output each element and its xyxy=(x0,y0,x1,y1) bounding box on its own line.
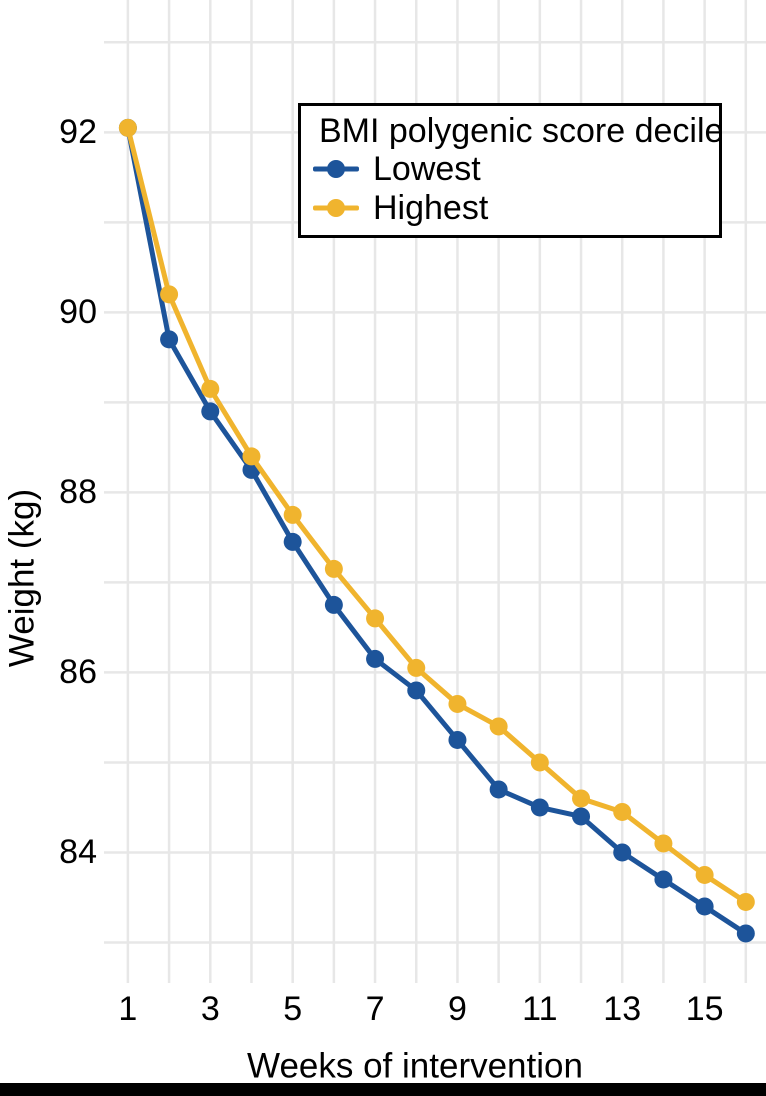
series-line-lowest xyxy=(125,125,749,936)
x-tick-label: 3 xyxy=(200,990,220,1028)
series-point-lowest xyxy=(489,780,508,799)
legend-title: BMI polygenic score decile xyxy=(319,112,724,150)
series-point-highest xyxy=(201,379,220,398)
x-tick-label: 1 xyxy=(118,990,138,1028)
series-point-highest xyxy=(242,447,261,466)
series-point-lowest xyxy=(160,330,179,349)
legend-dot-swatch-lowest xyxy=(327,159,345,178)
series-point-highest xyxy=(654,834,673,853)
x-tick-label: 5 xyxy=(283,990,303,1028)
series-point-highest xyxy=(324,559,343,578)
series-point-lowest xyxy=(613,843,632,862)
series-point-lowest xyxy=(324,595,343,614)
series-point-highest xyxy=(530,753,549,772)
y-tick-label: 92 xyxy=(59,113,97,152)
series-point-highest xyxy=(283,505,302,524)
legend-item-highest: Highest xyxy=(313,188,709,227)
legend-dot-swatch-highest xyxy=(327,198,345,217)
x-tick-label: 15 xyxy=(685,990,724,1028)
series-point-highest xyxy=(489,717,508,736)
series-line-highest xyxy=(125,125,749,905)
series-point-highest xyxy=(736,892,755,911)
legend-box: BMI polygenic score decile Lowest Highes… xyxy=(298,103,724,238)
series-point-lowest xyxy=(283,532,302,551)
legend-label-highest: Highest xyxy=(373,188,489,227)
series-point-lowest xyxy=(530,798,549,817)
legend-item-lowest: Lowest xyxy=(313,149,709,188)
y-tick-label: 88 xyxy=(59,473,97,512)
legend-label-lowest: Lowest xyxy=(373,149,481,188)
series-point-highest xyxy=(160,285,179,304)
series-point-lowest xyxy=(407,681,426,700)
x-tick-label: 11 xyxy=(522,990,558,1028)
y-tick-label: 86 xyxy=(59,653,97,692)
legend-key-lowest xyxy=(313,159,359,179)
x-tick-label: 9 xyxy=(447,990,467,1028)
x-axis-title: Weeks of intervention xyxy=(247,1046,583,1086)
series-point-highest xyxy=(572,789,591,808)
series-point-highest xyxy=(366,609,385,628)
y-axis-title: Weight (kg) xyxy=(2,488,42,668)
series-point-highest xyxy=(613,802,632,821)
y-tick-label: 90 xyxy=(59,293,97,332)
series-point-highest xyxy=(448,694,467,713)
series-point-lowest xyxy=(448,730,467,749)
x-tick-label: 13 xyxy=(603,990,642,1028)
y-tick-label: 84 xyxy=(59,833,97,872)
series-point-highest xyxy=(695,865,714,884)
series-point-lowest xyxy=(201,402,220,421)
bottom-black-bar xyxy=(0,1083,766,1096)
series-point-lowest xyxy=(695,897,714,916)
x-tick-label: 7 xyxy=(365,990,385,1028)
series-point-lowest xyxy=(572,807,591,826)
series-point-lowest xyxy=(736,924,755,943)
series-point-lowest xyxy=(654,870,673,889)
legend-key-highest xyxy=(313,198,359,218)
series-point-lowest xyxy=(366,649,385,668)
series-point-highest xyxy=(118,118,137,137)
series-point-highest xyxy=(407,658,426,677)
